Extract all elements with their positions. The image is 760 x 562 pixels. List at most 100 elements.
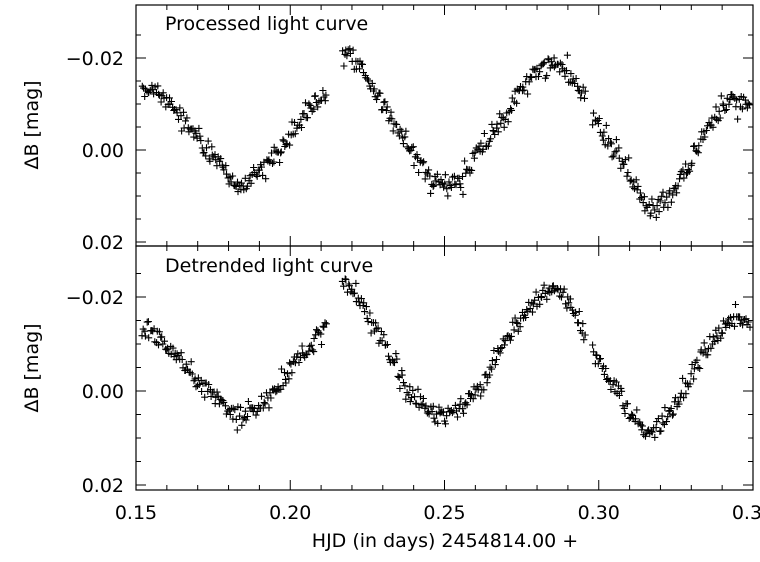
- data-point: [702, 127, 710, 134]
- data-point: [558, 61, 566, 68]
- data-point: [392, 350, 400, 358]
- data-point: [682, 160, 690, 168]
- data-point: [222, 402, 229, 410]
- data-point: [203, 144, 210, 152]
- data-point: [679, 374, 687, 382]
- data-point: [311, 92, 319, 100]
- data-point: [339, 47, 347, 55]
- data-point: [408, 143, 416, 151]
- data-point: [314, 103, 322, 111]
- data-point: [456, 180, 464, 188]
- data-point: [721, 107, 729, 114]
- data-point: [380, 98, 388, 106]
- data-point: [640, 193, 648, 201]
- data-point: [396, 385, 404, 392]
- data-point: [535, 73, 542, 80]
- data-point: [376, 89, 384, 97]
- data-point: [513, 99, 521, 107]
- data-point: [624, 400, 631, 408]
- data-point: [400, 379, 407, 387]
- data-point: [602, 365, 610, 372]
- data-point: [596, 355, 604, 363]
- data-point: [195, 381, 203, 388]
- data-point: [379, 106, 387, 114]
- data-point: [449, 173, 456, 181]
- data-point: [285, 375, 293, 383]
- data-point: [383, 341, 391, 348]
- data-point: [293, 353, 301, 361]
- data-point: [480, 130, 488, 137]
- data-point: [368, 79, 376, 87]
- data-point: [440, 183, 448, 191]
- data-point: [470, 154, 478, 162]
- data-point: [493, 356, 500, 363]
- data-point: [487, 135, 495, 143]
- data-point: [624, 169, 632, 176]
- data-point: [590, 109, 597, 117]
- data-point: [610, 152, 618, 160]
- data-point: [653, 418, 661, 426]
- data-point: [427, 189, 435, 197]
- data-point: [639, 422, 646, 430]
- data-point: [419, 395, 427, 402]
- data-point: [581, 87, 589, 95]
- data-point: [497, 345, 505, 352]
- data-point: [154, 82, 162, 90]
- data-point: [155, 341, 162, 349]
- data-point: [523, 306, 531, 314]
- data-point: [722, 323, 730, 331]
- data-point: [716, 114, 724, 122]
- data-point: [306, 342, 314, 350]
- data-point: [158, 333, 166, 341]
- data-point: [686, 167, 694, 175]
- data-point: [540, 58, 548, 66]
- data-point: [349, 46, 357, 54]
- data-point: [524, 90, 532, 98]
- data-point: [378, 337, 386, 345]
- data-point: [656, 197, 664, 205]
- data-point: [701, 346, 709, 354]
- data-point: [433, 410, 440, 418]
- data-point: [508, 94, 516, 102]
- data-point: [437, 176, 445, 184]
- data-point: [694, 149, 702, 157]
- data-point: [528, 73, 536, 81]
- data-point: [168, 98, 175, 105]
- data-point: [389, 127, 397, 135]
- data-point: [520, 86, 528, 94]
- data-point: [468, 166, 476, 174]
- panel-title: Detrended light curve: [165, 255, 373, 277]
- y-tick-label: −0.02: [66, 48, 124, 70]
- data-point: [429, 182, 437, 190]
- data-point: [510, 326, 518, 334]
- data-point: [360, 299, 368, 307]
- data-point: [602, 121, 610, 129]
- data-point: [239, 415, 247, 423]
- data-point: [363, 314, 371, 322]
- data-point: [447, 184, 455, 191]
- data-point: [303, 350, 311, 358]
- data-point: [484, 142, 492, 150]
- data-point: [304, 114, 311, 122]
- data-point: [731, 322, 738, 330]
- data-point: [488, 365, 496, 373]
- data-point: [175, 115, 182, 123]
- data-point: [266, 389, 274, 397]
- data-point: [682, 390, 690, 398]
- data-point: [367, 329, 375, 337]
- x-tick-label: 0.35: [732, 502, 760, 524]
- data-point: [574, 82, 582, 90]
- data-point: [366, 309, 374, 317]
- data-point: [700, 339, 708, 347]
- data-point: [279, 136, 287, 144]
- data-point: [488, 357, 496, 365]
- data-point: [639, 199, 647, 207]
- data-point: [307, 104, 315, 112]
- data-point: [443, 185, 451, 193]
- data-point: [268, 149, 275, 157]
- data-point: [720, 102, 727, 110]
- data-point: [407, 146, 415, 154]
- data-point: [558, 293, 565, 301]
- data-point: [180, 108, 187, 116]
- data-point: [543, 295, 551, 303]
